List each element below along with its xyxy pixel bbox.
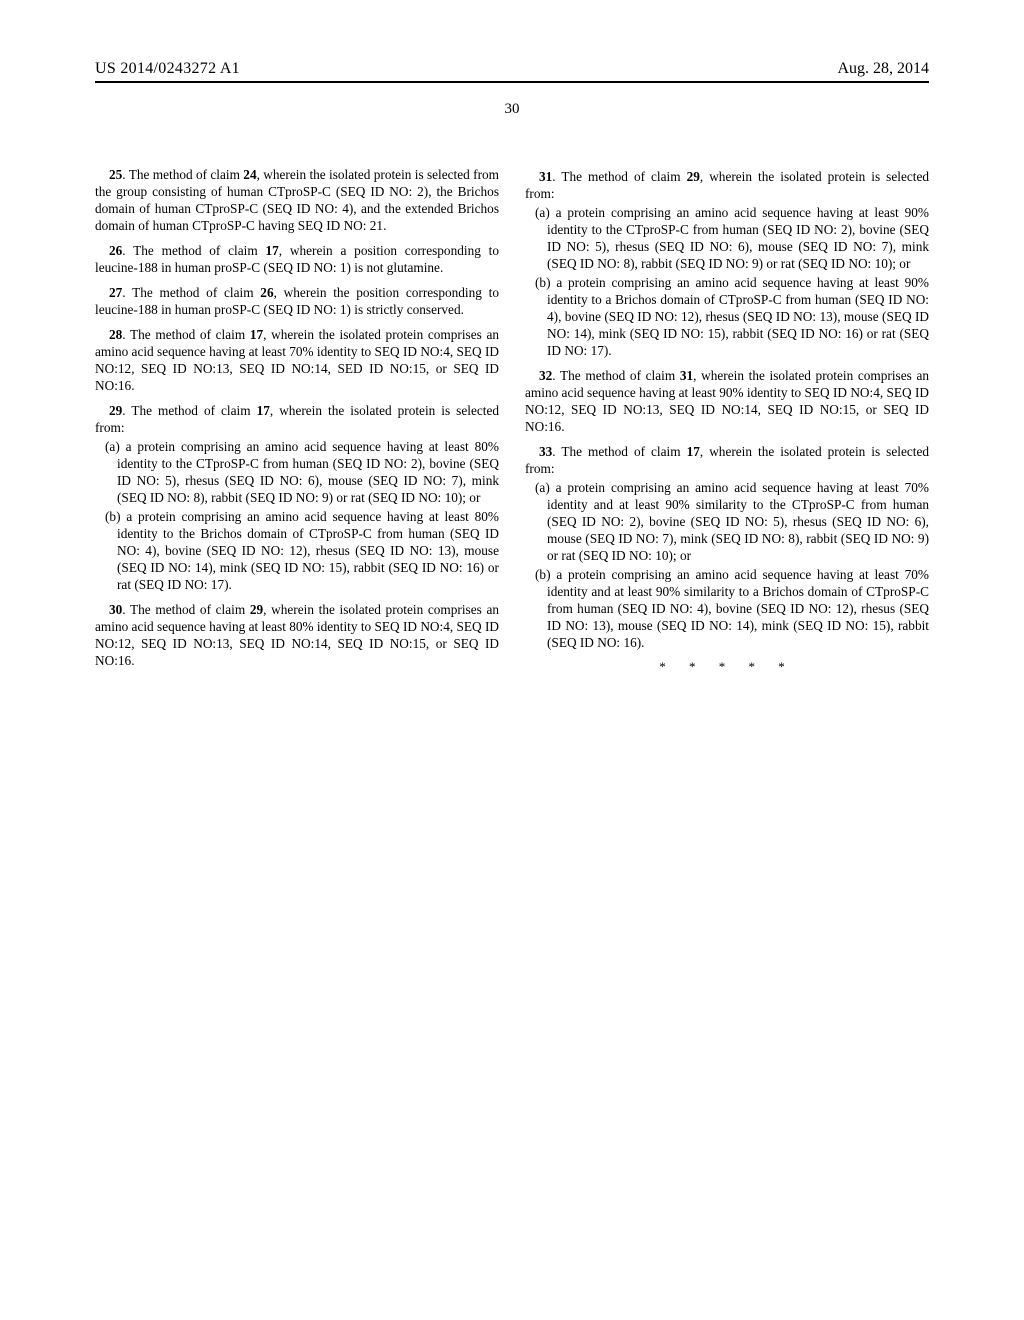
claim-27: 27. The method of claim 26, wherein the …	[95, 284, 499, 318]
claim-text: . The method of claim	[552, 368, 680, 383]
claim-33-sub-b: (b) a protein comprising an amino acid s…	[547, 566, 929, 651]
claim-text: . The method of claim	[122, 167, 243, 182]
claim-28: 28. The method of claim 17, wherein the …	[95, 326, 499, 394]
claim-ref: 17	[687, 444, 700, 459]
claim-ref: 17	[250, 327, 263, 342]
claim-29: 29. The method of claim 17, wherein the …	[95, 402, 499, 436]
claim-ref: 17	[265, 243, 278, 258]
claim-text: . The method of claim	[122, 403, 256, 418]
publication-number: US 2014/0243272 A1	[95, 60, 240, 78]
claim-31: 31. The method of claim 29, wherein the …	[525, 168, 929, 202]
claim-ref: 24	[243, 167, 256, 182]
claim-number: 31	[539, 169, 552, 184]
claim-text: . The method of claim	[552, 444, 686, 459]
claim-text: . The method of claim	[122, 243, 265, 258]
claim-number: 29	[109, 403, 122, 418]
claim-33-sub-a: (a) a protein comprising an amino acid s…	[547, 479, 929, 564]
claim-29-sub-b: (b) a protein comprising an amino acid s…	[117, 508, 499, 593]
page-number: 30	[95, 101, 929, 118]
claim-number: 25	[109, 167, 122, 182]
claim-ref: 26	[260, 285, 273, 300]
claim-ref: 29	[250, 602, 263, 617]
claim-ref: 29	[687, 169, 700, 184]
claim-25: 25. The method of claim 24, wherein the …	[95, 166, 499, 234]
claims-body: 25. The method of claim 24, wherein the …	[95, 166, 929, 676]
claim-number: 28	[109, 327, 122, 342]
claim-31-sub-b: (b) a protein comprising an amino acid s…	[547, 274, 929, 359]
claim-32: 32. The method of claim 31, wherein the …	[525, 367, 929, 435]
claim-number: 26	[109, 243, 122, 258]
claim-ref: 17	[257, 403, 270, 418]
claim-26: 26. The method of claim 17, wherein a po…	[95, 242, 499, 276]
claim-text: . The method of claim	[122, 327, 250, 342]
claim-text: . The method of claim	[122, 285, 260, 300]
claim-ref: 31	[680, 368, 693, 383]
claim-33: 33. The method of claim 17, wherein the …	[525, 443, 929, 477]
claim-number: 33	[539, 444, 552, 459]
page-header: US 2014/0243272 A1 Aug. 28, 2014	[95, 60, 929, 83]
claim-29-sub-a: (a) a protein comprising an amino acid s…	[117, 438, 499, 506]
publication-date: Aug. 28, 2014	[837, 60, 929, 78]
claim-31-sub-a: (a) a protein comprising an amino acid s…	[547, 204, 929, 272]
claim-number: 27	[109, 285, 122, 300]
claim-30: 30. The method of claim 29, wherein the …	[95, 601, 499, 669]
claim-number: 30	[109, 602, 122, 617]
claim-text: . The method of claim	[122, 602, 250, 617]
claim-text: . The method of claim	[552, 169, 686, 184]
claim-number: 32	[539, 368, 552, 383]
end-of-claims-mark: * * * * *	[525, 659, 929, 676]
